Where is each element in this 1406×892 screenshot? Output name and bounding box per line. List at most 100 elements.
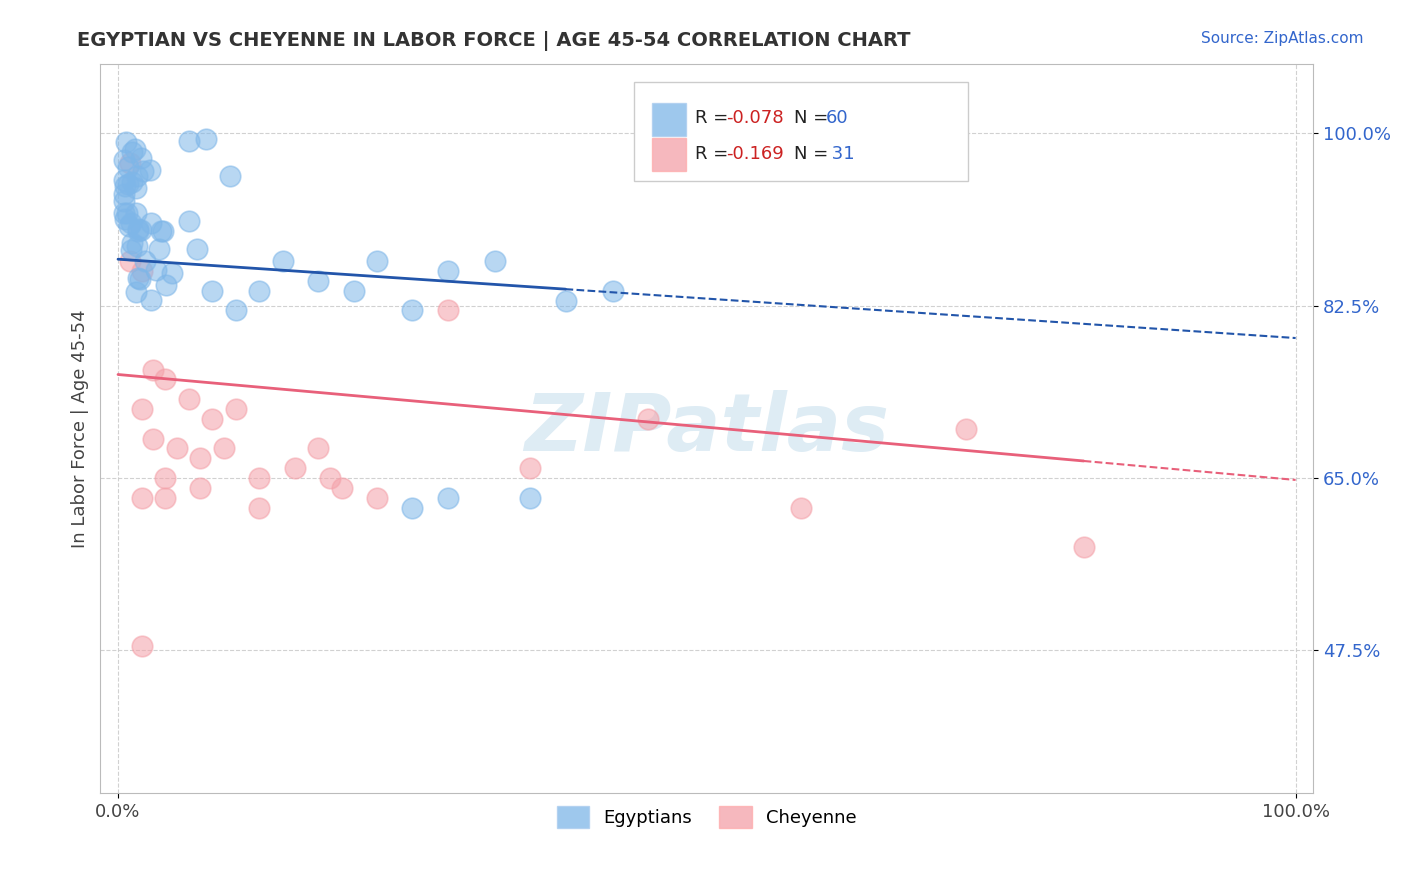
Point — [145, 263, 167, 277]
Point — [139, 216, 162, 230]
Point — [112, 173, 135, 187]
Point — [118, 254, 141, 268]
Point — [602, 284, 624, 298]
Point — [401, 500, 423, 515]
Point — [134, 254, 156, 268]
Point — [125, 285, 148, 299]
Point — [142, 432, 165, 446]
Text: Source: ZipAtlas.com: Source: ZipAtlas.com — [1201, 31, 1364, 46]
Point — [554, 293, 576, 308]
Text: R =: R = — [695, 145, 734, 162]
Point — [121, 175, 143, 189]
Point — [118, 219, 141, 233]
Point — [125, 180, 148, 194]
Point — [155, 278, 177, 293]
Point — [637, 412, 659, 426]
Point — [225, 402, 247, 417]
Point — [436, 491, 458, 505]
Point — [131, 264, 153, 278]
Text: N =: N = — [794, 145, 834, 162]
Point — [319, 471, 342, 485]
Point — [112, 153, 135, 167]
FancyBboxPatch shape — [652, 103, 686, 136]
Point — [127, 239, 149, 253]
Point — [190, 451, 212, 466]
Point — [401, 303, 423, 318]
Point — [138, 163, 160, 178]
Y-axis label: In Labor Force | Age 45-54: In Labor Force | Age 45-54 — [72, 310, 89, 548]
Point — [201, 284, 224, 298]
Point — [484, 254, 506, 268]
Point — [131, 402, 153, 417]
Point — [120, 244, 142, 258]
Point — [195, 132, 218, 146]
Point — [1073, 540, 1095, 554]
Point — [131, 639, 153, 653]
Text: -0.078: -0.078 — [727, 109, 785, 127]
Point — [131, 152, 153, 166]
Text: 60: 60 — [825, 109, 848, 127]
Text: 31: 31 — [825, 145, 855, 162]
Point — [150, 224, 173, 238]
Point — [201, 412, 224, 426]
Point — [307, 274, 329, 288]
Text: -0.169: -0.169 — [727, 145, 785, 162]
Point — [790, 500, 813, 515]
Point — [131, 491, 153, 505]
Point — [212, 442, 235, 456]
Point — [247, 284, 270, 298]
Point — [166, 442, 188, 456]
Point — [112, 205, 135, 219]
Point — [142, 362, 165, 376]
Point — [121, 235, 143, 250]
Point — [114, 212, 136, 227]
Point — [114, 179, 136, 194]
FancyBboxPatch shape — [652, 138, 686, 171]
FancyBboxPatch shape — [634, 82, 967, 181]
Point — [127, 224, 149, 238]
Text: R =: R = — [695, 109, 734, 127]
Point — [307, 442, 329, 456]
Point — [284, 461, 307, 475]
Point — [271, 254, 294, 268]
Point — [436, 303, 458, 318]
Point — [115, 206, 138, 220]
Point — [519, 461, 541, 475]
Point — [177, 214, 200, 228]
Point — [247, 471, 270, 485]
Point — [128, 271, 150, 285]
Point — [366, 254, 388, 268]
Point — [366, 491, 388, 505]
Point — [225, 303, 247, 318]
Point — [153, 471, 176, 485]
Point — [153, 372, 176, 386]
Point — [129, 223, 152, 237]
Point — [160, 266, 183, 280]
Point — [127, 270, 149, 285]
Legend: Egyptians, Cheyenne: Egyptians, Cheyenne — [550, 799, 865, 836]
Point — [127, 222, 149, 236]
Point — [117, 160, 139, 174]
Point — [132, 163, 155, 178]
Point — [152, 224, 174, 238]
Text: ZIPatlas: ZIPatlas — [524, 390, 890, 467]
Point — [186, 242, 208, 256]
Point — [342, 284, 364, 298]
Point — [125, 169, 148, 184]
Point — [153, 491, 176, 505]
Point — [120, 216, 142, 230]
Point — [117, 177, 139, 191]
Text: EGYPTIAN VS CHEYENNE IN LABOR FORCE | AGE 45-54 CORRELATION CHART: EGYPTIAN VS CHEYENNE IN LABOR FORCE | AG… — [77, 31, 911, 51]
Point — [112, 187, 135, 202]
Point — [190, 481, 212, 495]
Point — [141, 293, 163, 308]
Point — [177, 134, 200, 148]
Point — [519, 491, 541, 505]
Point — [124, 142, 146, 156]
Point — [330, 481, 353, 495]
Point — [112, 194, 135, 209]
Point — [114, 135, 136, 149]
Point — [247, 500, 270, 515]
Point — [148, 242, 170, 256]
Point — [955, 422, 977, 436]
